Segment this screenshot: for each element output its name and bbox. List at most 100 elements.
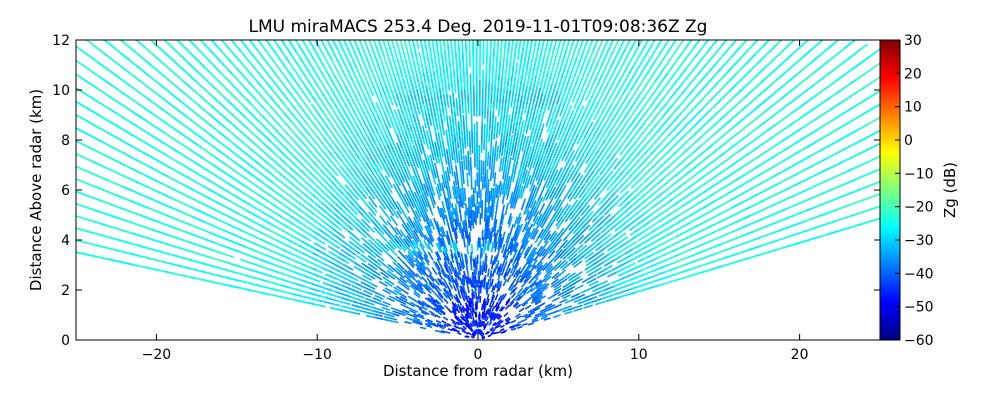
radar-gate [575, 293, 586, 299]
radar-gate [436, 220, 442, 232]
radar-gate [571, 185, 581, 198]
radar-gate [762, 40, 771, 48]
radar-gate [397, 255, 405, 265]
radar-gate [367, 195, 378, 208]
radar-gate [631, 182, 645, 195]
radar-gate [503, 172, 507, 187]
radar-gate [498, 233, 503, 245]
radar-gate [454, 227, 459, 239]
radar-gate [446, 284, 452, 292]
radar-gate [573, 304, 583, 309]
radar-gate [428, 274, 435, 283]
radar-gate [433, 298, 440, 305]
radar-gate [554, 40, 558, 47]
radar-gate [502, 293, 508, 300]
radar-gate [188, 40, 191, 42]
radar-gate [498, 237, 503, 248]
radar-gate [515, 274, 522, 283]
radar-gate [418, 243, 426, 253]
radar-gate [428, 310, 435, 315]
radar-gate [857, 129, 880, 144]
radar-gate [257, 40, 267, 51]
radar-gate [575, 250, 585, 260]
radar-gate [539, 164, 546, 179]
radar-gate [703, 197, 721, 209]
radar-gate [520, 291, 527, 298]
radar-gate [387, 197, 397, 210]
radar-gate [426, 225, 433, 236]
radar-gate [310, 103, 324, 121]
radar-gate [405, 279, 414, 286]
radar-gate [515, 267, 522, 276]
radar-gate [714, 40, 719, 44]
radar-gate [455, 255, 460, 265]
radar-gate [485, 282, 488, 290]
radar-gate [515, 73, 520, 94]
radar-gate [391, 197, 400, 210]
radar-gate [531, 317, 539, 322]
radar-gate [532, 215, 540, 228]
radar-gate [441, 225, 446, 237]
radar-gate [492, 164, 495, 179]
radar-gate [498, 280, 503, 289]
radar-gate [494, 293, 499, 301]
radar-gate [407, 190, 415, 203]
radar-gate [451, 186, 456, 200]
radar-gate [379, 129, 389, 146]
radar-gate [452, 269, 457, 278]
radar-gate [605, 239, 617, 249]
radar-gate [574, 217, 584, 229]
radar-gate [526, 100, 532, 118]
radar-gate [494, 140, 498, 157]
radar-gate [576, 93, 586, 112]
radar-gate [423, 40, 428, 51]
radar-gate [493, 331, 498, 335]
radar-gate [361, 218, 372, 230]
radar-gate [530, 290, 538, 297]
radar-gate [819, 40, 824, 44]
radar-gate [386, 269, 396, 277]
radar-gate [570, 292, 580, 299]
radar-gate [453, 253, 458, 263]
radar-gate [548, 193, 556, 206]
radar-gate [859, 76, 880, 91]
radar-gate [554, 167, 563, 182]
radar-gate [390, 166, 399, 180]
radar-gate [449, 95, 453, 114]
radar-gate [424, 234, 431, 245]
radar-gate [487, 334, 492, 338]
radar-gate [395, 285, 405, 292]
radar-gate [431, 267, 438, 276]
radar-gate [548, 153, 557, 169]
radar-gate [420, 261, 427, 270]
radar-gate [429, 273, 436, 282]
radar-gate [467, 234, 471, 245]
radar-gate [437, 277, 443, 286]
radar-gate [559, 261, 569, 269]
radar-gate [553, 260, 563, 269]
radar-gate [862, 89, 880, 103]
radar-gate [491, 300, 495, 308]
radar-gate [377, 197, 387, 210]
radar-gate [829, 40, 840, 48]
radar-gate [333, 110, 345, 128]
radar-gate [119, 40, 134, 51]
radar-gate [574, 174, 584, 188]
radar-gate [505, 159, 510, 174]
radar-gate [655, 40, 663, 49]
radar-gate [493, 233, 497, 244]
radar-gate [447, 274, 452, 283]
radar-gate [513, 293, 520, 301]
radar-gate [537, 228, 545, 239]
radar-gate [398, 123, 407, 140]
radar-gate [402, 166, 411, 181]
radar-gate [396, 142, 404, 159]
radar-gate [489, 111, 492, 129]
radar-gate [280, 40, 286, 46]
radar-gate [423, 240, 430, 250]
radar-gate [412, 232, 420, 243]
radar-gate [650, 40, 656, 47]
radar-gate [417, 251, 424, 260]
radar-gate [585, 258, 596, 267]
radar-gate [383, 229, 393, 240]
